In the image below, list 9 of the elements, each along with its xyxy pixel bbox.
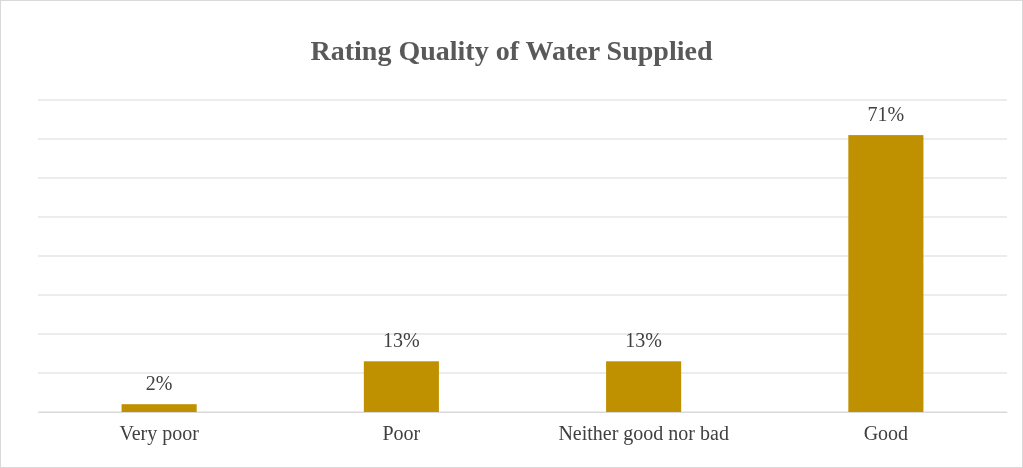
x-tick-label: Neither good nor bad <box>558 422 729 446</box>
data-label: 13% <box>625 329 662 352</box>
chart-title: Rating Quality of Water Supplied <box>310 35 713 66</box>
x-tick-label: Very poor <box>119 422 200 446</box>
data-label: 2% <box>145 372 173 395</box>
x-tick-label: Good <box>863 422 909 445</box>
data-label: 13% <box>383 329 420 352</box>
data-label: 71% <box>867 103 905 126</box>
x-tick-label: Poor <box>382 422 421 445</box>
